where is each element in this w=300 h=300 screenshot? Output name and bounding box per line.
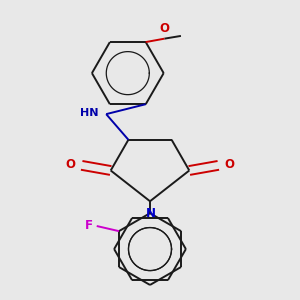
Text: O: O bbox=[224, 158, 235, 171]
Text: O: O bbox=[65, 158, 76, 171]
Text: N: N bbox=[146, 207, 156, 220]
Text: F: F bbox=[85, 219, 93, 232]
Text: HN: HN bbox=[80, 108, 99, 118]
Text: O: O bbox=[160, 22, 170, 34]
